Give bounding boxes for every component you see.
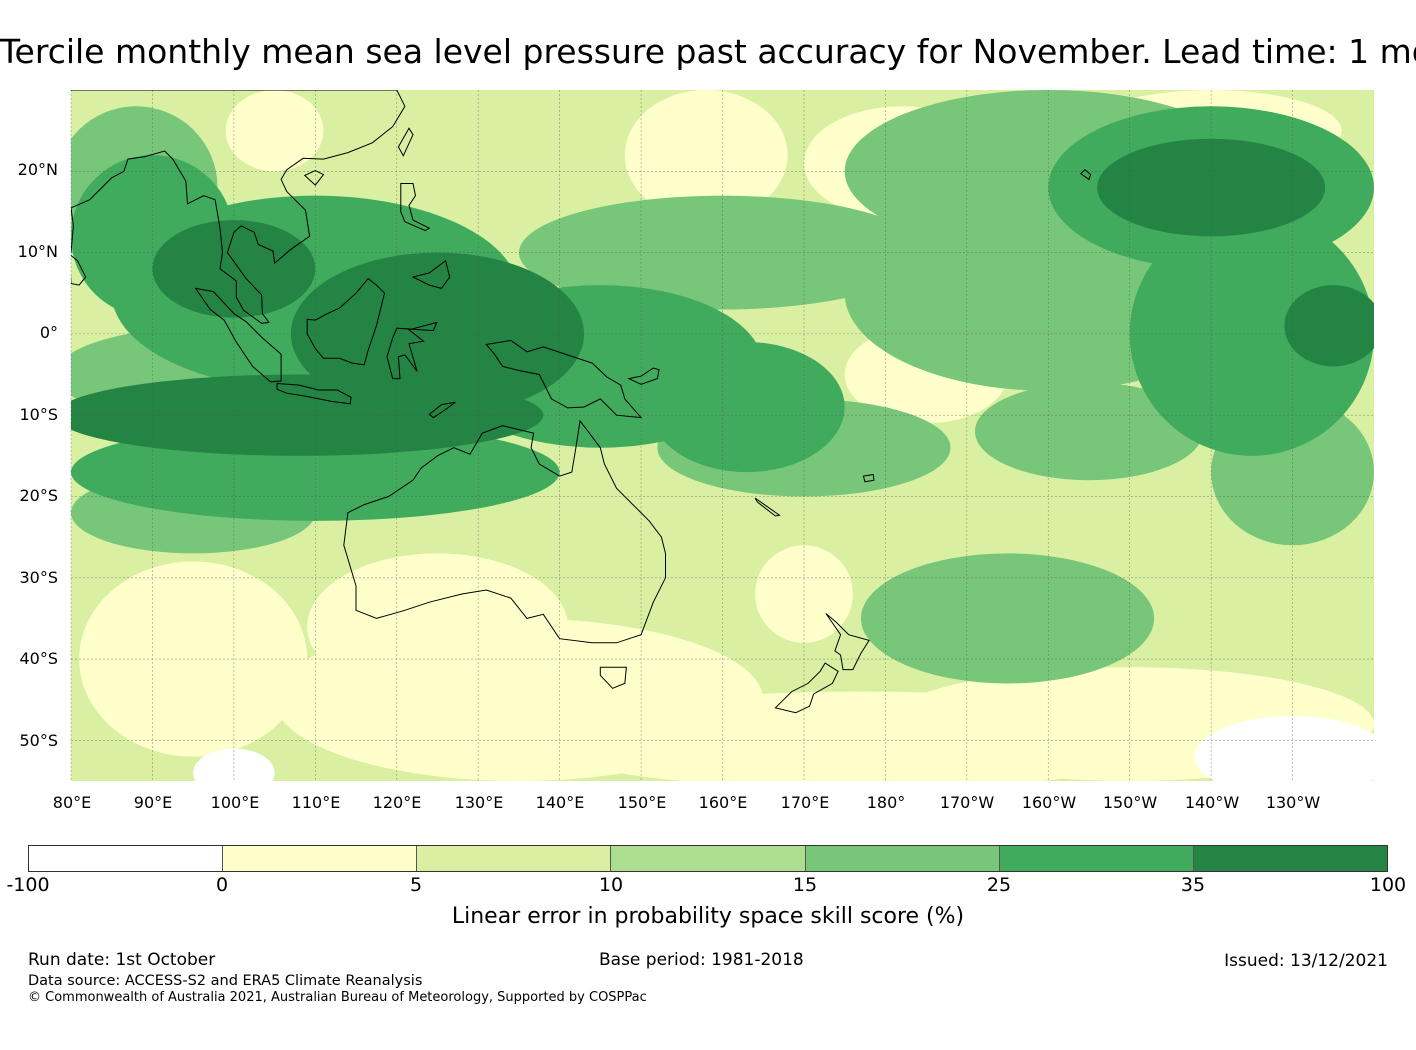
colorbar-label: Linear error in probability space skill … [451, 904, 965, 929]
coast-asia [71, 90, 406, 324]
coastlines [71, 90, 1092, 714]
skill-region [860, 553, 1155, 684]
lon-tick-100e: 100°E [210, 793, 260, 812]
lat-tick-50s: 50°S [19, 731, 58, 750]
lat-tick-10s: 10°S [19, 405, 58, 424]
lon-tick-130w: 130°W [1265, 793, 1321, 812]
coast-nz-north [825, 613, 870, 671]
run-date: Run date: 1st October [28, 950, 216, 970]
colorbar-tick: 100 [1369, 874, 1407, 896]
copyright: © Commonwealth of Australia 2021, Austra… [28, 990, 647, 1005]
skill-region [1284, 285, 1374, 367]
coast-borneo [306, 277, 386, 366]
lon-tick-80e: 80°E [52, 793, 92, 812]
coast-luzon [400, 183, 431, 232]
colorbar-segment-2 [223, 846, 418, 871]
colorbar-tick: 0 [215, 874, 229, 896]
skill-region [79, 561, 308, 757]
skill-region [974, 382, 1203, 481]
colorbar-segment-5 [805, 846, 1000, 871]
coast-hainan [303, 169, 325, 186]
coast-hawaii [1080, 169, 1092, 181]
lat-tick-10n: 10°N [17, 242, 58, 261]
lon-tick-140w: 140°W [1184, 793, 1240, 812]
colorbar-segment-7 [1193, 846, 1387, 871]
coast-taiwan [397, 127, 414, 157]
lon-tick-170e: 170°E [780, 793, 830, 812]
lon-tick-150w: 150°W [1102, 793, 1158, 812]
coast-australia [343, 419, 666, 644]
skill-region [225, 90, 324, 172]
lat-tick-20n: 20°N [17, 160, 58, 179]
lon-tick-180: 180° [866, 793, 906, 812]
coast-new-britain [627, 367, 660, 385]
coast-mindanao [411, 259, 451, 289]
lon-tick-120e: 120°E [372, 793, 422, 812]
coast-sri-lanka [71, 254, 87, 286]
colorbar-tick: 10 [598, 874, 624, 896]
lon-tick-130e: 130°E [454, 793, 504, 812]
colorbar-tick: 5 [409, 874, 423, 896]
colorbar-segment-1 [29, 846, 224, 871]
lon-tick-160w: 160°W [1021, 793, 1077, 812]
colorbar-segment-4 [611, 846, 806, 871]
coast-java [276, 382, 352, 405]
lon-tick-140e: 140°E [535, 793, 585, 812]
lon-tick-90e: 90°E [133, 793, 173, 812]
colorbar-tick: -100 [6, 874, 50, 896]
coast-new-guinea [485, 339, 643, 419]
skill-region [649, 342, 845, 473]
colorbar-tick: 35 [1180, 874, 1206, 896]
colorbar-tick: 15 [792, 874, 818, 896]
colorbar-segment-3 [417, 846, 612, 871]
lon-tick-150e: 150°E [617, 793, 667, 812]
lon-tick-110e: 110°E [291, 793, 341, 812]
data-source: Data source: ACCESS-S2 and ERA5 Climate … [28, 973, 423, 989]
base-period: Base period: 1981-2018 [599, 950, 804, 970]
colorbar [28, 845, 1388, 872]
colorbar-tick: 25 [986, 874, 1012, 896]
skill-region [290, 252, 585, 416]
map-title: Tercile monthly mean sea level pressure … [0, 32, 1416, 71]
lat-tick-40s: 40°S [19, 649, 58, 668]
colorbar-segment-6 [999, 846, 1194, 871]
coast-fiji [862, 473, 875, 483]
lat-tick-30s: 30°S [19, 568, 58, 587]
coast-timor [428, 401, 456, 419]
coast-new-caledonia [754, 497, 781, 517]
skill-region [624, 90, 788, 221]
lat-tick-20s: 20°S [19, 486, 58, 505]
lon-tick-170w: 170°W [939, 793, 995, 812]
coast-tasmania [599, 666, 627, 689]
issued-date: Issued: 13/12/2021 [1224, 951, 1388, 971]
graticule [70, 90, 1374, 781]
skill-region [193, 748, 275, 781]
skill-region [152, 220, 316, 318]
coast-nz-south [774, 662, 839, 714]
coast-sulawesi [386, 321, 438, 380]
skill-region [518, 195, 927, 310]
coast-sumatra [194, 287, 282, 383]
lon-tick-160e: 160°E [698, 793, 748, 812]
lat-tick-0: 0° [39, 323, 58, 342]
skill-region [1194, 715, 1374, 781]
